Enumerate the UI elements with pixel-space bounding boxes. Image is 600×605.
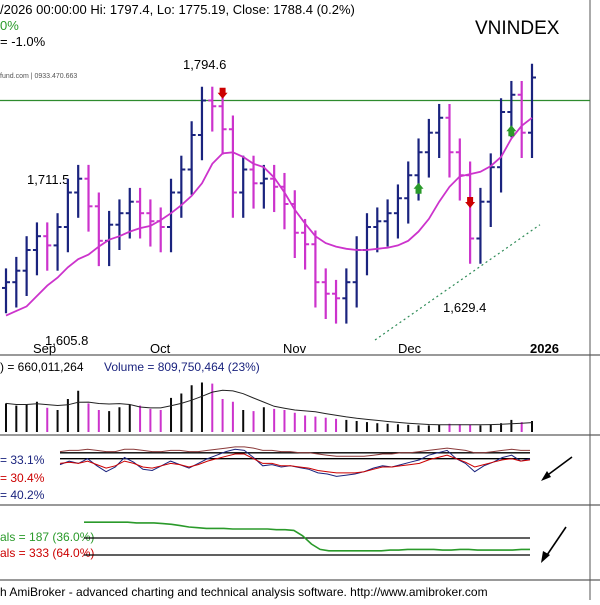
price-bar	[290, 190, 299, 259]
breadth-legend-1: als = 187 (36.0%)	[0, 530, 94, 544]
volume-legend: Volume = 809,750,464 (23%)	[104, 360, 260, 374]
price-bar	[280, 172, 289, 230]
price-bar	[373, 207, 382, 253]
price-bar	[208, 86, 217, 132]
buy-signal-arrow	[413, 182, 424, 194]
price-bar	[2, 268, 10, 314]
price-bar	[311, 230, 320, 308]
price-bar	[177, 155, 186, 218]
price-bar	[63, 178, 72, 253]
price-bar	[136, 187, 145, 239]
osc-legend-3: = 40.2%	[0, 488, 45, 502]
pointer-arrow-breadth	[541, 526, 567, 563]
breadth-legend-2: als = 333 (64.0%)	[0, 546, 94, 560]
osc-series-3	[59, 446, 530, 457]
price-bar	[187, 121, 196, 195]
price-bar	[146, 199, 155, 247]
price-bar	[259, 164, 268, 209]
price-bar	[383, 199, 392, 247]
price-bar	[270, 164, 279, 213]
volume-panel	[5, 382, 533, 432]
price-bar	[342, 268, 351, 324]
oscillator-panel	[59, 446, 531, 477]
annotation-sep: 1,711.5	[27, 172, 69, 187]
price-bar	[455, 138, 464, 201]
moving-average-line	[5, 117, 533, 317]
volume-legend-left: ) = 660,011,264	[0, 360, 84, 374]
source-watermark: fund.com | 0933.470.663	[0, 73, 77, 80]
x-label-nov: Nov	[283, 341, 307, 356]
price-bar	[12, 256, 21, 308]
price-bar	[218, 92, 227, 155]
price-bar	[156, 207, 165, 253]
osc-series-2	[59, 453, 531, 474]
breadth-panel	[84, 521, 530, 556]
annotation-low-sep: 1,605.8	[45, 333, 88, 348]
price-bar	[424, 118, 433, 178]
price-bar	[94, 192, 103, 267]
x-label-dec: Dec	[398, 341, 422, 356]
price-panel	[0, 63, 590, 341]
price-bar	[476, 187, 485, 264]
price-bar	[332, 279, 341, 324]
sell-signal-arrow	[217, 87, 228, 99]
price-bar	[115, 199, 124, 250]
price-bar	[404, 161, 413, 224]
price-bar	[435, 103, 444, 158]
volume-average-line	[5, 389, 533, 426]
price-bar	[352, 236, 361, 308]
price-bar	[517, 80, 526, 158]
price-bar	[393, 184, 402, 239]
price-bar	[197, 86, 206, 161]
annotation-low-dec: 1,629.4	[443, 300, 486, 315]
price-bar	[125, 187, 134, 239]
price-bar	[466, 161, 475, 264]
price-bar	[74, 164, 83, 218]
price-bar	[228, 115, 237, 218]
price-bar	[497, 98, 506, 193]
price-bar	[167, 178, 176, 253]
x-label-sep: Sep	[33, 341, 56, 356]
price-bar	[321, 268, 330, 319]
ticker-title: VNINDEX	[475, 18, 560, 39]
annotation-high-oct: 1,794.6	[183, 57, 226, 72]
price-bar	[43, 222, 52, 271]
price-bar	[528, 63, 536, 158]
ohlc-readout: /2026 00:00:00 Hi: 1797.4, Lo: 1775.19, …	[0, 2, 355, 17]
price-bar	[445, 103, 454, 178]
trend-line	[374, 224, 541, 341]
price-bar	[53, 213, 62, 271]
change-readout: = -1.0%	[0, 34, 46, 49]
ohlc-suffix: 0%	[0, 18, 19, 33]
price-bar	[22, 236, 31, 296]
breadth-line	[84, 521, 530, 552]
price-bar	[32, 222, 41, 276]
price-bar	[362, 213, 371, 276]
footer-credit: h AmiBroker - advanced charting and tech…	[0, 585, 488, 599]
price-bar	[239, 155, 248, 218]
sell-signal-arrow	[465, 197, 476, 208]
buy-signal-arrow	[506, 125, 517, 137]
x-label-2026: 2026	[530, 341, 559, 356]
osc-legend-2: = 30.4%	[0, 471, 45, 485]
x-label-oct: Oct	[150, 341, 171, 356]
price-bar	[84, 164, 93, 232]
osc-legend-1: = 33.1%	[0, 453, 45, 467]
price-bar	[301, 218, 310, 270]
pointer-arrow-oscillator	[541, 456, 573, 481]
